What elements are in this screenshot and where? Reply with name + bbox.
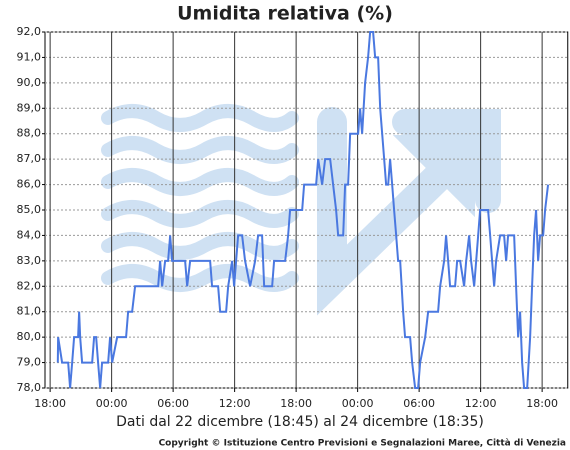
y-tick-label: 87,0 — [17, 152, 42, 165]
watermark-logo — [101, 104, 501, 316]
y-tick-label: 89,0 — [17, 101, 42, 114]
y-tick-label: 85,0 — [17, 203, 42, 216]
x-tick-label: 00:00 — [342, 397, 374, 410]
y-tick-label: 80,0 — [17, 330, 42, 343]
y-tick-label: 92,0 — [17, 25, 42, 38]
y-tick-label: 82,0 — [17, 279, 42, 292]
x-tick-label: 18:00 — [34, 397, 66, 410]
copyright: Copyright © Istituzione Centro Prevision… — [159, 439, 566, 449]
x-tick-label: 00:00 — [96, 397, 128, 410]
y-tick-label: 78,0 — [17, 381, 42, 394]
y-tick-label: 79,0 — [17, 356, 42, 369]
x-tick-label: 12:00 — [219, 397, 251, 410]
x-tick-label: 12:00 — [465, 397, 497, 410]
x-tick-label: 06:00 — [157, 397, 189, 410]
y-tick-label: 84,0 — [17, 228, 42, 241]
y-tick-label: 83,0 — [17, 254, 42, 267]
y-tick-label: 90,0 — [17, 76, 42, 89]
y-tick-label: 86,0 — [17, 178, 42, 191]
x-axis-label: Dati dal 22 dicembre (18:45) al 24 dicem… — [116, 414, 484, 430]
data-line — [56, 31, 550, 389]
x-tick-label: 18:00 — [526, 397, 558, 410]
y-tick-label: 88,0 — [17, 127, 42, 140]
chart-title: Umidita relativa (%) — [177, 3, 393, 25]
x-tick-label: 18:00 — [280, 397, 312, 410]
y-tick-label: 91,0 — [17, 50, 42, 63]
x-tick-label: 06:00 — [403, 397, 435, 410]
y-tick-label: 81,0 — [17, 305, 42, 318]
